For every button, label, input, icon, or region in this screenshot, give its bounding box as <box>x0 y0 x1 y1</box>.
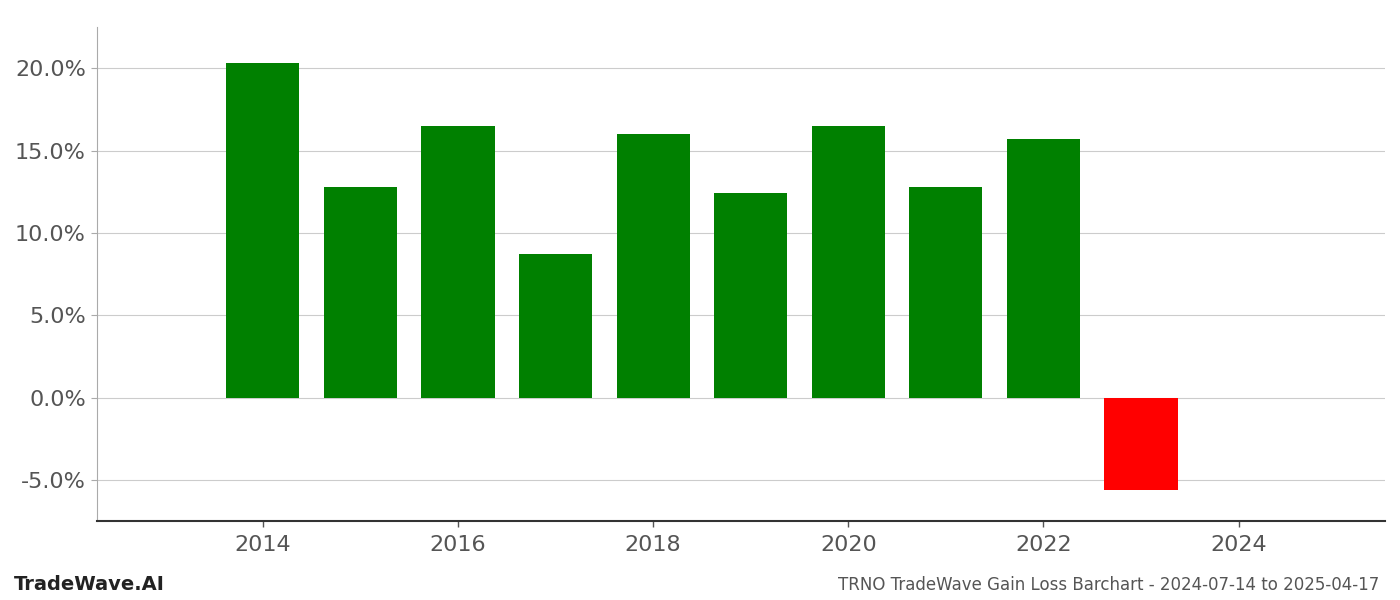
Bar <box>812 126 885 398</box>
Bar <box>519 254 592 398</box>
Bar <box>714 193 787 398</box>
Text: TRNO TradeWave Gain Loss Barchart - 2024-07-14 to 2025-04-17: TRNO TradeWave Gain Loss Barchart - 2024… <box>837 576 1379 594</box>
Bar <box>1007 139 1079 398</box>
Bar <box>616 134 690 398</box>
Text: TradeWave.AI: TradeWave.AI <box>14 575 165 594</box>
Bar <box>227 63 300 398</box>
Bar <box>323 187 398 398</box>
Bar <box>910 187 983 398</box>
Bar <box>1105 398 1177 490</box>
Bar <box>421 126 494 398</box>
